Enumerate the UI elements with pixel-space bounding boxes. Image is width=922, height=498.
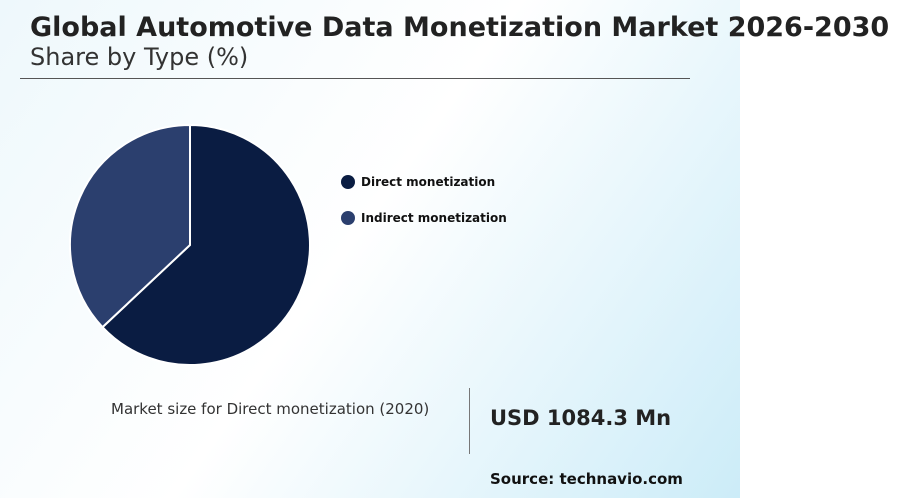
legend-item-indirect: Indirect monetization bbox=[341, 211, 507, 225]
chart-subtitle: Share by Type (%) bbox=[30, 43, 249, 71]
title-divider bbox=[20, 78, 690, 79]
source-note: Source: technavio.com bbox=[490, 470, 683, 488]
market-size-divider bbox=[469, 388, 470, 454]
chart-panel: Global Automotive Data Monetization Mark… bbox=[0, 0, 889, 498]
pie-chart bbox=[68, 123, 311, 366]
legend-label-direct: Direct monetization bbox=[361, 175, 496, 189]
pie-slice-indirect-monetization bbox=[68, 123, 191, 329]
chart-title: Global Automotive Data Monetization Mark… bbox=[30, 12, 890, 43]
market-size-value: USD 1084.3 Mn bbox=[490, 406, 672, 430]
legend-swatch-direct bbox=[341, 175, 355, 189]
legend-swatch-indirect bbox=[341, 211, 355, 225]
legend-item-direct: Direct monetization bbox=[341, 175, 495, 189]
pie-slice-direct-monetization bbox=[101, 123, 311, 366]
legend-label-indirect: Indirect monetization bbox=[361, 211, 507, 225]
market-size-label: Market size for Direct monetization (202… bbox=[111, 400, 430, 418]
